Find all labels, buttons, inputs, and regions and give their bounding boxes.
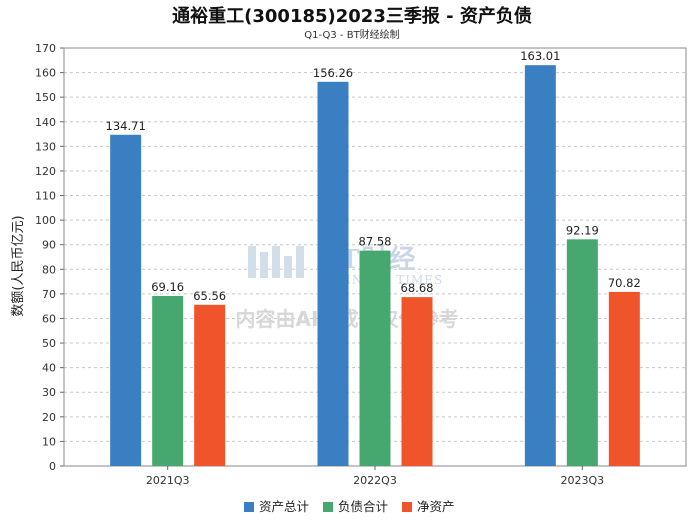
bar xyxy=(194,304,226,466)
data-label: 92.19 xyxy=(566,223,599,237)
y-tick-label: 60 xyxy=(42,312,56,325)
legend-item: 资产总计 xyxy=(244,499,309,514)
y-tick-label: 80 xyxy=(42,263,56,276)
bar xyxy=(110,134,142,466)
x-tick-label: 2023Q3 xyxy=(561,474,605,487)
y-tick-label: 50 xyxy=(42,337,56,350)
data-label: 68.68 xyxy=(401,281,434,295)
y-tick-label: 140 xyxy=(35,116,56,129)
y-tick-label: 120 xyxy=(35,165,56,178)
bar xyxy=(401,297,433,466)
data-label: 65.56 xyxy=(193,289,226,303)
y-tick-label: 160 xyxy=(35,67,56,80)
y-tick-label: 130 xyxy=(35,140,56,153)
y-tick-label: 40 xyxy=(42,362,56,375)
legend-label: 净资产 xyxy=(417,499,455,514)
y-axis-label: 数额(人民币亿元) xyxy=(11,215,26,316)
bars xyxy=(110,65,640,466)
y-tick-label: 10 xyxy=(42,435,56,448)
y-tick-label: 150 xyxy=(35,91,56,104)
data-label: 87.58 xyxy=(359,235,392,249)
axes: 0 10 20 30 40 50 60 70 80 90 100 110 120 130 140 150 160… xyxy=(35,42,687,487)
legend-swatch xyxy=(323,502,333,512)
y-tick-label: 170 xyxy=(35,42,56,55)
bar xyxy=(608,291,640,466)
bar xyxy=(317,81,349,466)
bar xyxy=(152,295,184,466)
legend: 资产总计 负债合计 净资产 xyxy=(244,499,455,514)
data-label: 163.01 xyxy=(520,49,560,63)
data-label: 70.82 xyxy=(608,276,641,290)
bar xyxy=(566,239,598,466)
legend-label: 负债合计 xyxy=(338,499,388,514)
y-tick-label: 100 xyxy=(35,214,56,227)
chart-title: 通裕重工(300185)2023三季报 - 资产负债 xyxy=(172,5,532,27)
bar xyxy=(524,65,556,466)
legend-item: 负债合计 xyxy=(323,499,388,514)
data-labels: 134.71 69.16 65.56 156.26 87.58 68.68 163.01 92… xyxy=(106,49,641,303)
y-tick-label: 110 xyxy=(35,190,56,203)
legend-item: 净资产 xyxy=(402,499,455,514)
watermark-logo-icon xyxy=(248,246,304,278)
y-tick-label: 20 xyxy=(42,411,56,424)
legend-label: 资产总计 xyxy=(259,499,309,514)
x-tick-label: 2022Q3 xyxy=(353,474,397,487)
data-label: 156.26 xyxy=(313,66,353,80)
data-label: 69.16 xyxy=(151,280,184,294)
y-tick-label: 90 xyxy=(42,239,56,252)
bar xyxy=(359,250,391,466)
chart-subtitle: Q1-Q3 - BT财经绘制 xyxy=(304,28,399,41)
x-tick-label: 2021Q3 xyxy=(146,474,190,487)
y-tick-label: 30 xyxy=(42,386,56,399)
y-tick-label: 70 xyxy=(42,288,56,301)
data-label: 134.71 xyxy=(106,119,146,133)
legend-swatch xyxy=(244,502,254,512)
legend-swatch xyxy=(402,502,412,512)
y-tick-label: 0 xyxy=(49,460,56,473)
